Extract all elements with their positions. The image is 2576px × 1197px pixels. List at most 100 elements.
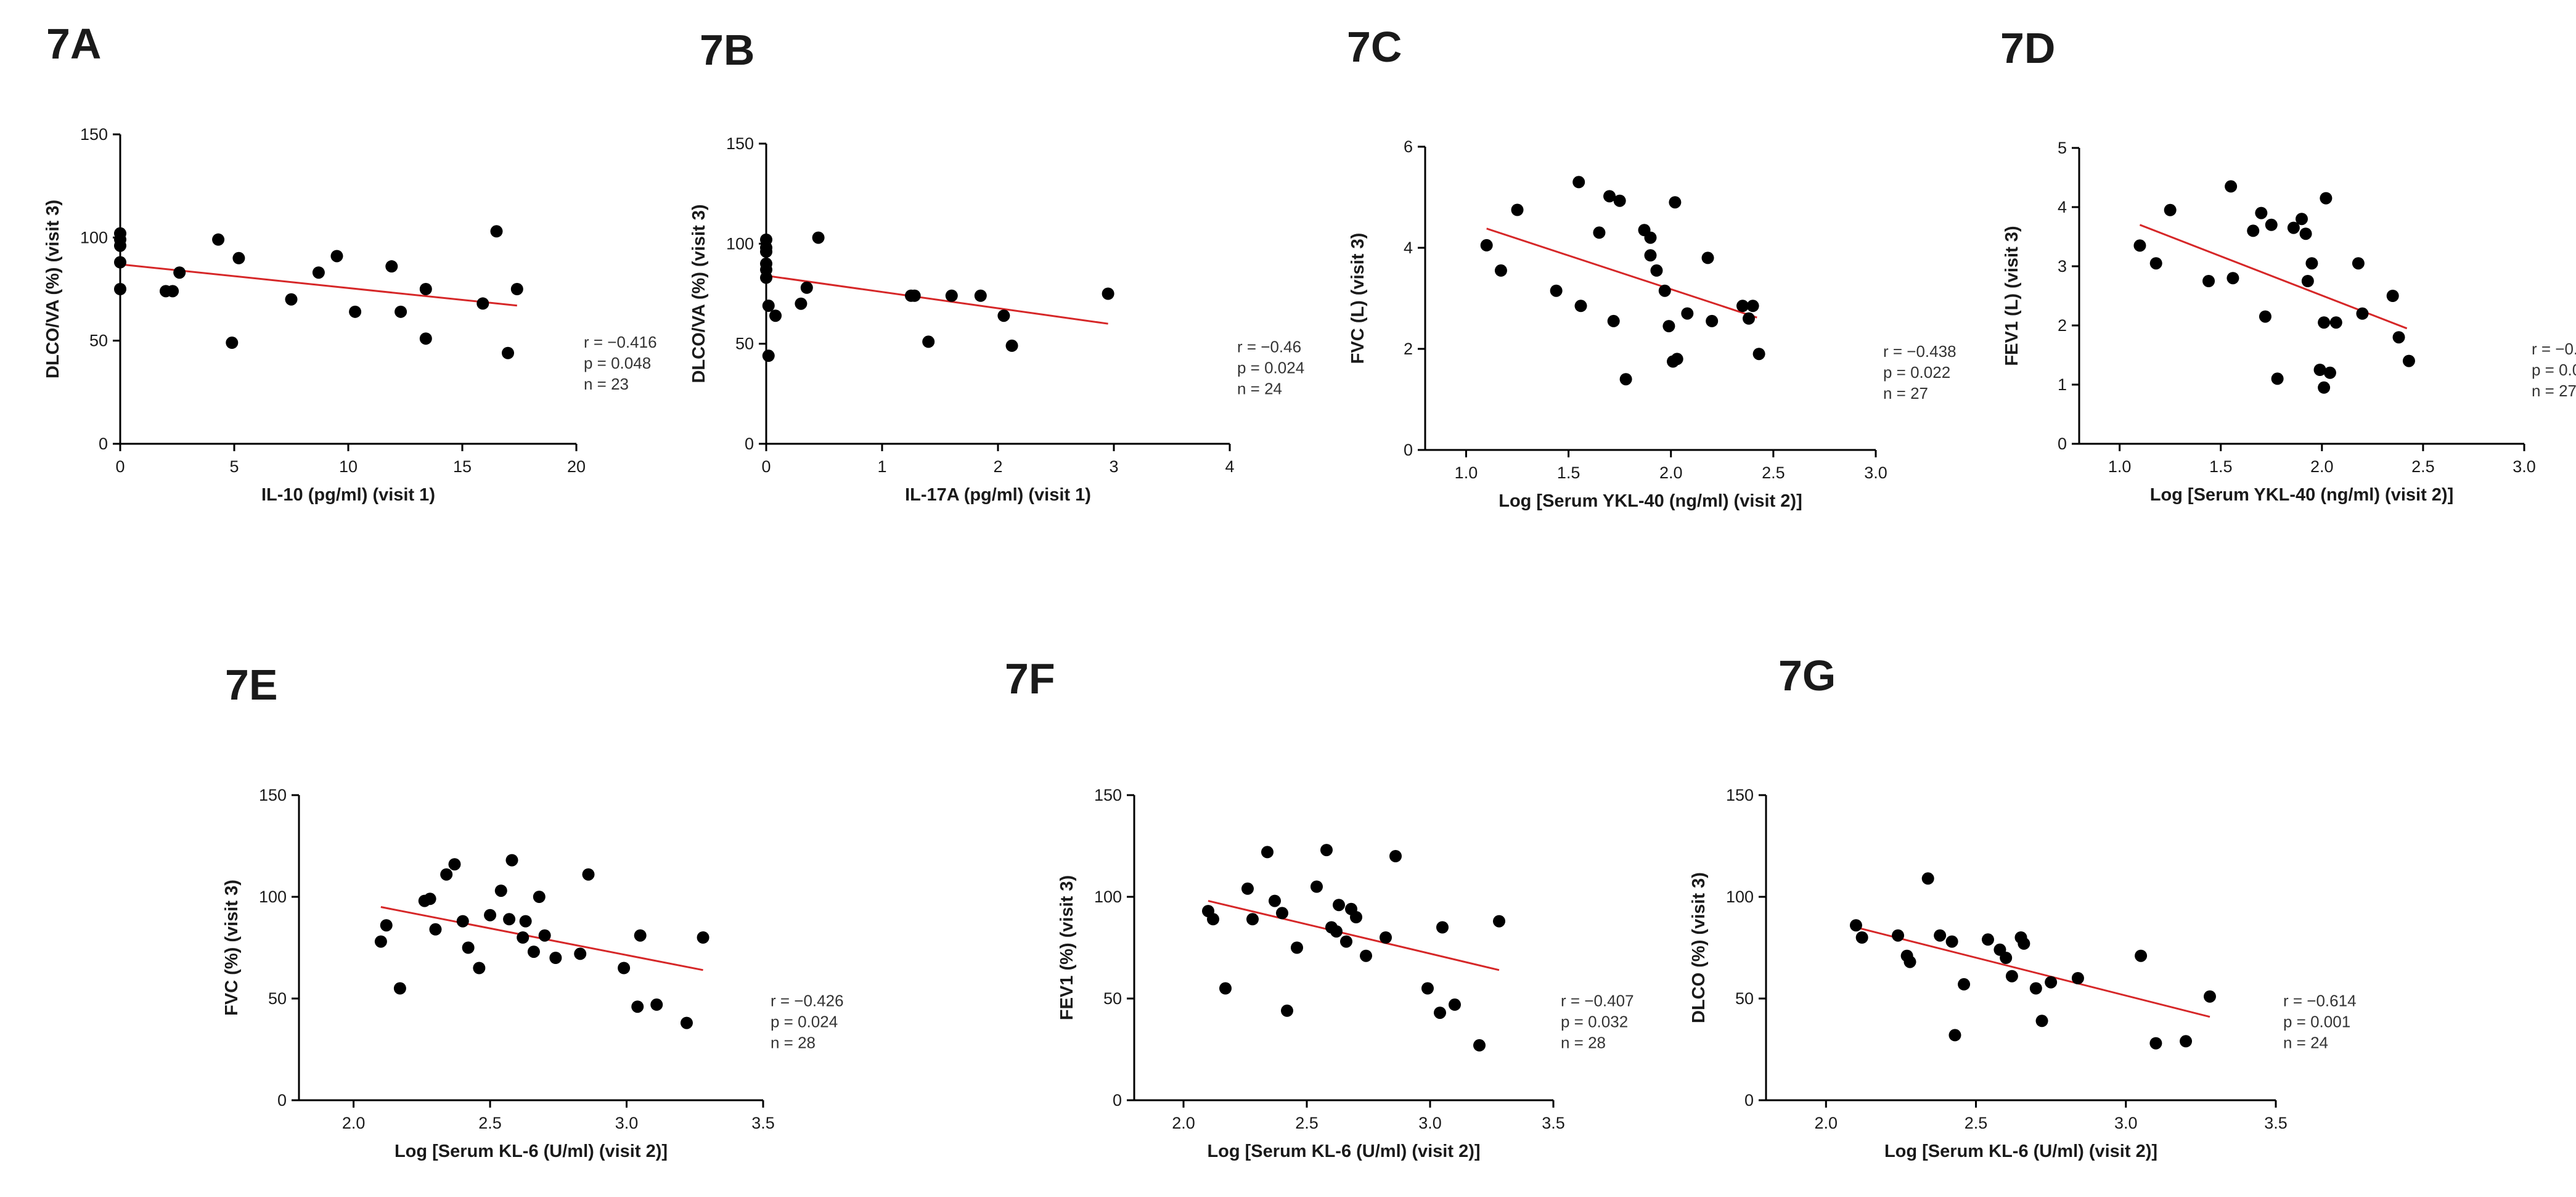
- x-tick-label: 5: [229, 457, 239, 476]
- data-point: [1742, 312, 1755, 325]
- data-point: [2000, 952, 2013, 964]
- data-point: [1241, 882, 1254, 895]
- stat-r-value: r = −0.614: [2283, 992, 2357, 1010]
- data-point: [1380, 931, 1392, 944]
- data-point: [582, 868, 595, 881]
- y-tick-label: 150: [1094, 786, 1122, 804]
- y-tick-label: 50: [735, 335, 754, 353]
- data-point: [1706, 314, 1719, 327]
- x-tick-label: 2.5: [1762, 464, 1785, 482]
- data-point: [618, 962, 631, 974]
- data-point: [1333, 899, 1345, 912]
- data-point: [1320, 844, 1333, 857]
- data-point: [1550, 284, 1563, 297]
- data-point: [490, 225, 503, 238]
- data-point: [2287, 221, 2300, 234]
- data-point: [1360, 949, 1372, 962]
- data-point: [1436, 921, 1449, 934]
- data-point: [1855, 931, 1868, 944]
- data-point: [510, 283, 523, 295]
- data-point: [631, 1000, 644, 1013]
- data-point: [1981, 933, 1994, 946]
- data-point: [1310, 880, 1323, 893]
- data-point: [494, 884, 507, 897]
- scatter-plot: 0 2 4 6 1.0 1.5 2.0 2.5 3.0 Log [Serum YKL-40 (ng…: [1348, 137, 1957, 511]
- data-point: [2296, 213, 2308, 226]
- y-axis-title: DLCO/VA (%) (visit 3): [689, 204, 709, 383]
- x-axis-title: IL-10 (pg/ml) (visit 1): [261, 485, 435, 505]
- data-point: [1650, 264, 1663, 277]
- y-tick-label: 50: [1735, 989, 1754, 1008]
- data-point: [2005, 970, 2018, 983]
- data-point: [2149, 257, 2162, 270]
- x-tick-label: 2.0: [2310, 457, 2334, 476]
- data-point: [2305, 257, 2318, 270]
- data-point: [1958, 978, 1971, 991]
- data-point: [173, 266, 186, 279]
- panel-7F: 7F 0 50 100 150 2.0 2.5 3.0 3.5 Log [Serum KL-6 …: [1005, 655, 1634, 1161]
- x-axis-title: Log [Serum YKL-40 (ng/ml) (visit 2)]: [1499, 491, 1802, 511]
- data-point: [1276, 907, 1288, 920]
- data-point: [1449, 998, 1461, 1011]
- data-point: [2071, 972, 2084, 984]
- data-point: [2271, 372, 2284, 385]
- y-tick-label: 50: [89, 332, 108, 350]
- x-tick-label: 2.5: [1965, 1114, 1988, 1132]
- data-point: [1892, 929, 1905, 942]
- y-tick-label: 6: [1404, 137, 1413, 156]
- x-axis-title: Log [Serum KL-6 (U/ml) (visit 2)]: [1207, 1142, 1480, 1161]
- stat-n-value: n = 24: [2283, 1034, 2328, 1052]
- data-point: [419, 332, 432, 345]
- data-point: [1350, 911, 1362, 923]
- data-point: [1389, 850, 1402, 862]
- x-tick-label: 2.0: [1815, 1114, 1838, 1132]
- data-point: [1593, 226, 1606, 239]
- data-point: [1005, 339, 1018, 352]
- x-tick-label: 3.0: [1418, 1114, 1442, 1132]
- data-point: [2318, 381, 2331, 394]
- stat-n-value: n = 28: [1561, 1034, 1606, 1052]
- data-point: [650, 998, 663, 1011]
- data-point: [502, 346, 514, 359]
- y-axis-title: FEV1 (L) (visit 3): [2002, 226, 2022, 366]
- data-point: [549, 952, 562, 964]
- scatter-plot: 0 50 100 150 2.0 2.5 3.0 3.5 Log [Serum KL-6 (U/…: [222, 786, 844, 1161]
- y-tick-label: 0: [1744, 1091, 1754, 1109]
- data-point: [2320, 192, 2333, 205]
- data-point: [1644, 249, 1657, 262]
- data-point: [1934, 929, 1947, 942]
- regression-line: [766, 274, 1108, 325]
- y-tick-label: 5: [2058, 139, 2067, 157]
- data-point: [2259, 310, 2271, 323]
- data-point: [945, 289, 958, 302]
- data-point: [285, 293, 298, 306]
- stat-n-value: n = 23: [584, 375, 629, 393]
- stat-p-value: p = 0.012: [2532, 361, 2576, 379]
- data-point: [697, 931, 709, 944]
- data-point: [1219, 982, 1232, 995]
- data-point: [1667, 355, 1680, 368]
- x-axis-title: Log [Serum KL-6 (U/ml) (visit 2)]: [1884, 1142, 2157, 1161]
- data-point: [2018, 937, 2030, 950]
- data-point: [448, 858, 461, 871]
- data-point: [2323, 366, 2336, 379]
- regression-line: [1486, 227, 1757, 319]
- data-point: [114, 239, 126, 252]
- x-tick-label: 20: [567, 457, 586, 476]
- data-point: [1207, 913, 1219, 926]
- data-point: [473, 962, 486, 974]
- x-axis-title: Log [Serum KL-6 (U/ml) (visit 2)]: [395, 1142, 668, 1161]
- x-tick-label: 10: [339, 457, 358, 476]
- y-tick-label: 50: [1103, 989, 1122, 1008]
- data-point: [1613, 194, 1626, 207]
- stat-n-value: n = 27: [2532, 382, 2576, 400]
- data-point: [519, 915, 532, 928]
- stat-r-value: r = −0.416: [584, 333, 657, 351]
- y-tick-label: 0: [745, 435, 754, 453]
- stat-r-value: r = −0.46: [1237, 338, 1301, 356]
- stat-n-value: n = 28: [771, 1034, 816, 1052]
- stat-p-value: p = 0.001: [2283, 1013, 2350, 1031]
- data-point: [1421, 982, 1434, 995]
- data-point: [2329, 316, 2342, 329]
- data-point: [2029, 982, 2042, 995]
